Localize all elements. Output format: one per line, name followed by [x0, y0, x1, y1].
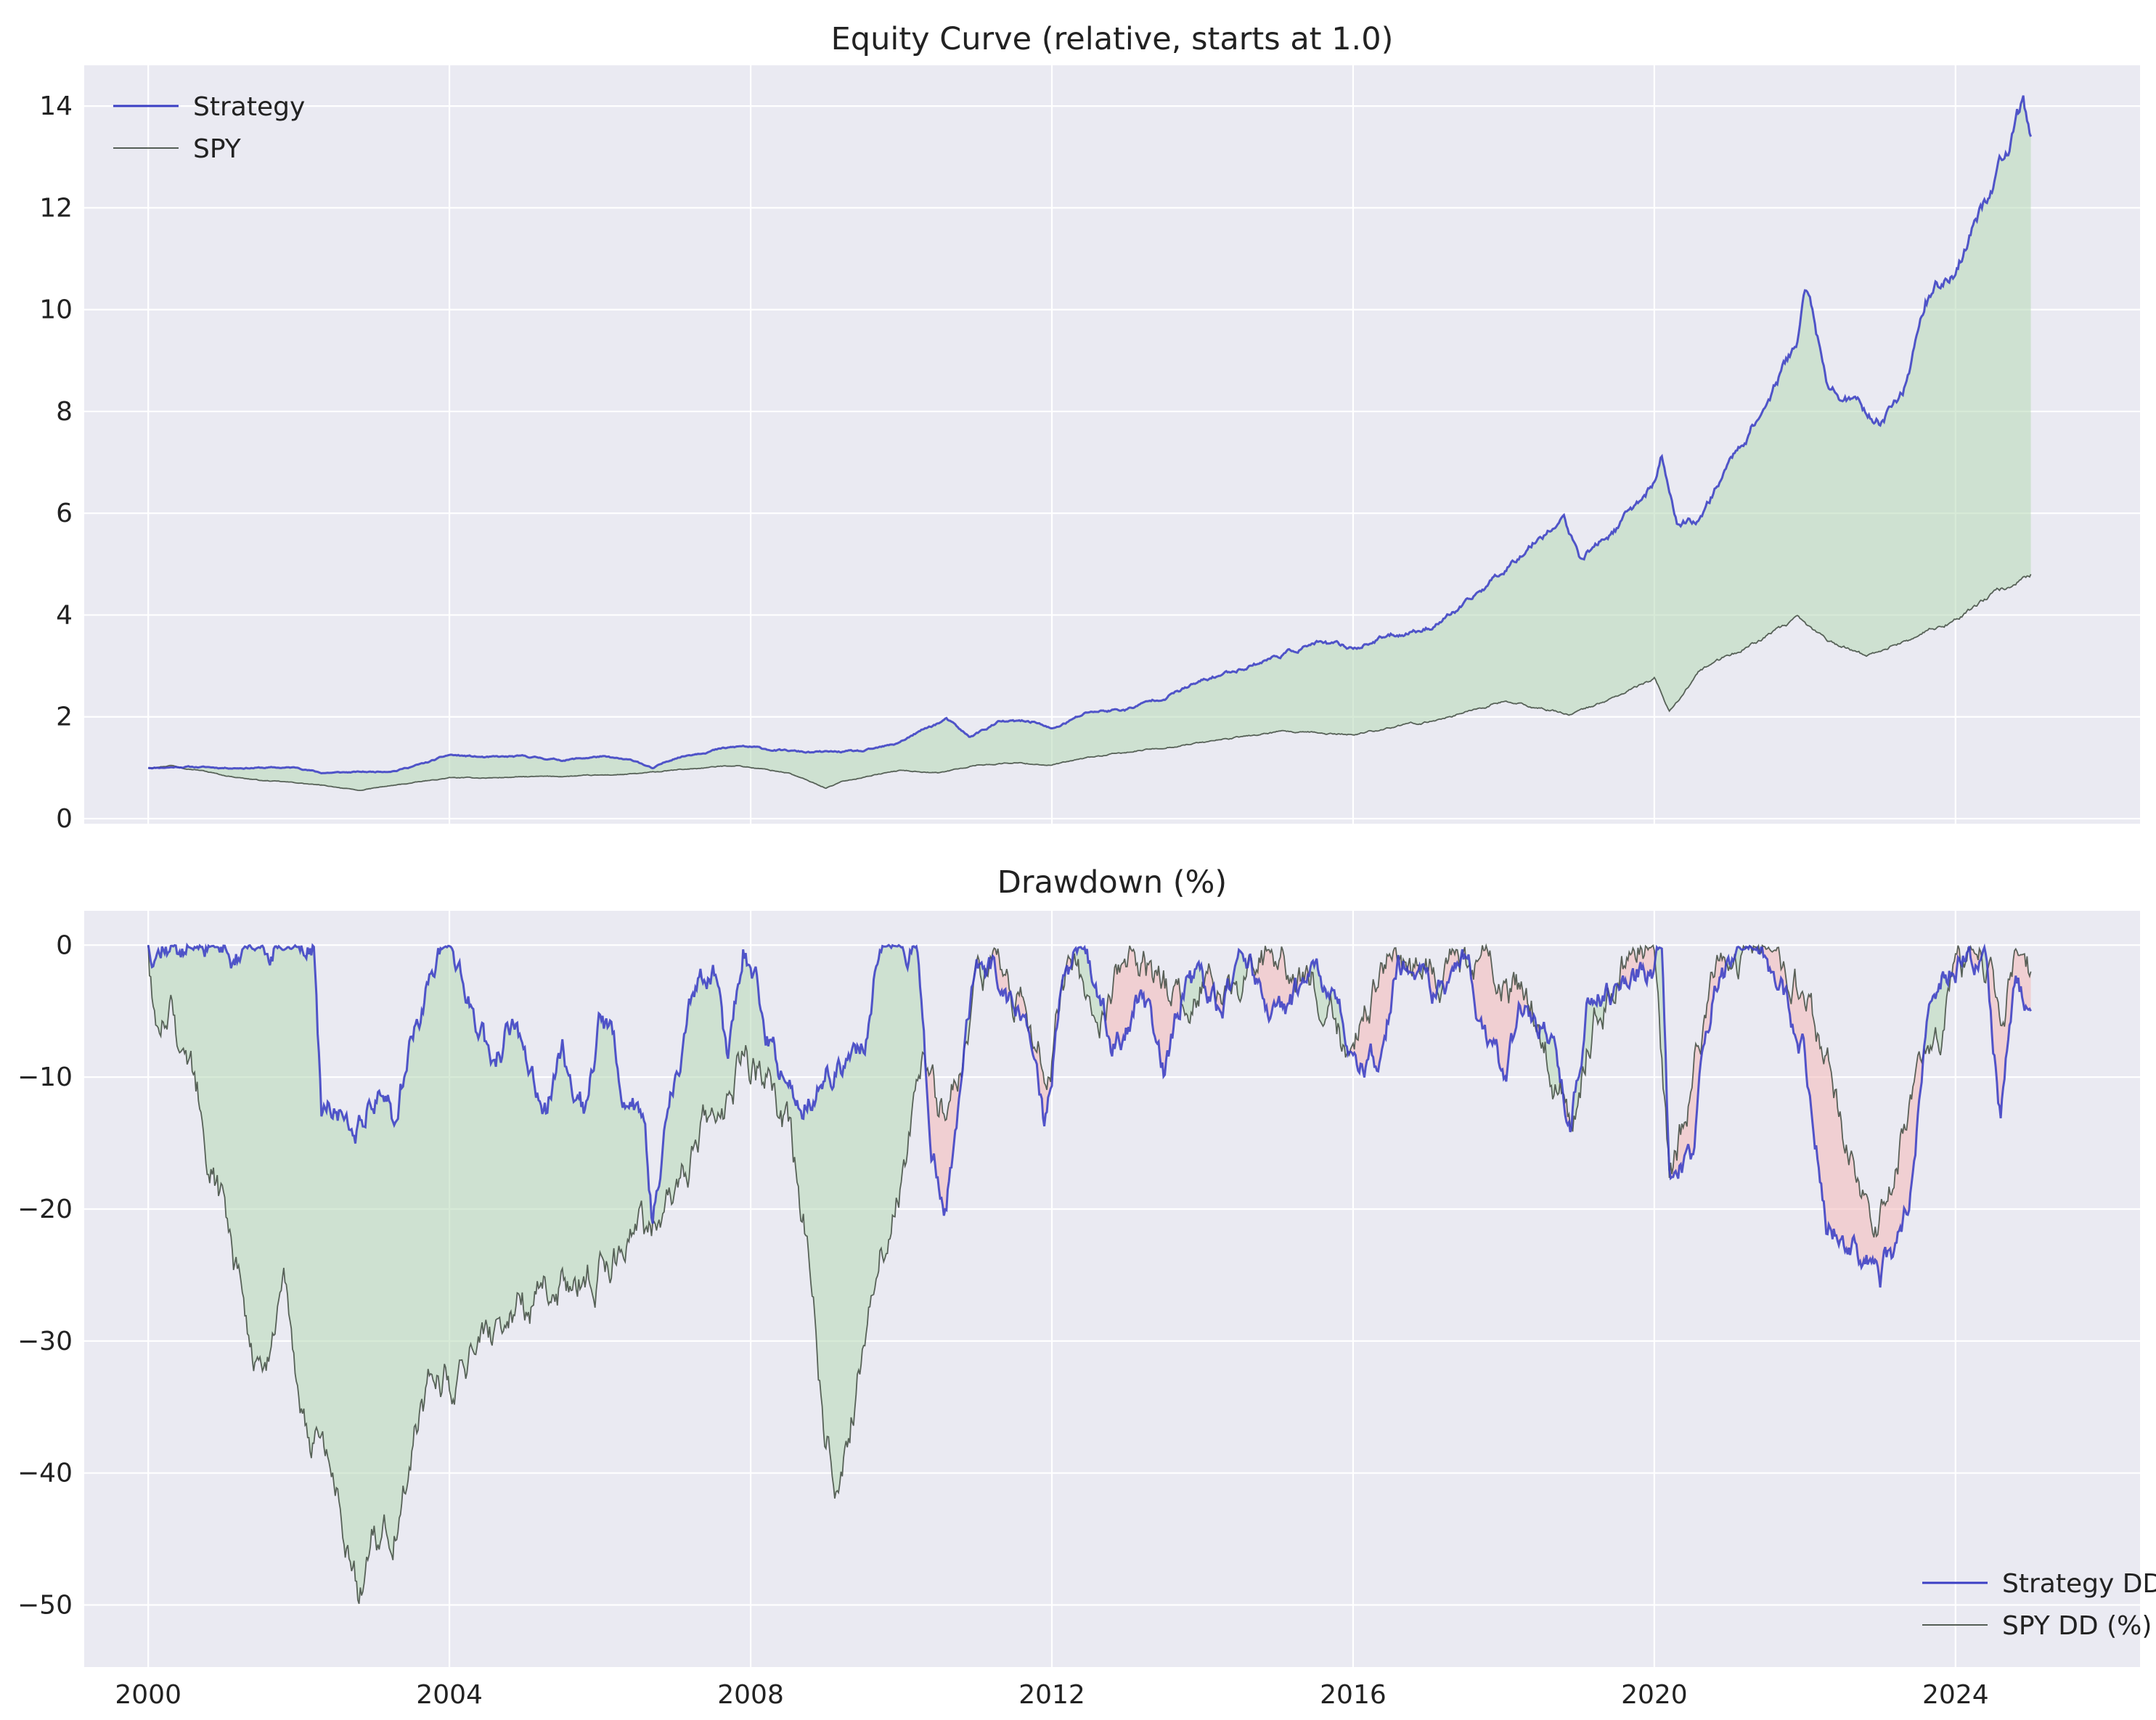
drawdown-series-group: [147, 942, 2032, 1605]
equity-y-tick-label: 14: [39, 91, 73, 121]
drawdown-x-tick-label: 2000: [115, 1680, 181, 1710]
equity-y-tick-label: 10: [39, 295, 73, 325]
drawdown-y-tick-label: −10: [17, 1062, 73, 1092]
drawdown-x-tick-label: 2004: [416, 1680, 483, 1710]
drawdown-y-tick-label: 0: [56, 930, 73, 960]
drawdown-fill-underperform: [1669, 952, 1726, 1179]
drawdown-y-tick-label: −20: [17, 1195, 73, 1224]
drawdown-fill-underperform: [1987, 949, 2031, 1118]
equity-legend: Strategy SPY: [113, 92, 305, 164]
equity-y-tick-label: 8: [56, 397, 73, 427]
drawdown-x-tick-label: 2024: [1922, 1680, 1989, 1710]
equity-y-tick-label: 0: [56, 804, 73, 834]
equity-legend-label: Strategy: [193, 92, 305, 122]
drawdown-fill-underperform: [1250, 946, 1296, 1021]
drawdown-y-tick-label: −40: [17, 1459, 73, 1488]
drawdown-fill-outperform: [1230, 949, 1248, 1002]
drawdown-fill-outperform: [1307, 958, 1349, 1057]
equity-series-strategy-line: [147, 95, 2033, 775]
drawdown-x-tick-label: 2008: [717, 1680, 784, 1710]
drawdown-legend-label: SPY DD (%): [2002, 1611, 2152, 1641]
drawdown-x-tick-label: 2016: [1320, 1680, 1387, 1710]
drawdown-legend: Strategy DD (%) SPY DD (%): [1922, 1569, 2156, 1641]
drawdown-fill-underperform: [1969, 946, 1983, 975]
equity-fill-outperform: [179, 95, 2031, 791]
drawdown-series-strategy-line: [147, 942, 2032, 1288]
drawdown-series-spy-line: [147, 943, 2032, 1605]
drawdown-fill-outperform: [1464, 946, 1471, 978]
drawdown-fill-underperform: [1103, 946, 1182, 1077]
drawdown-fill-outperform: [1922, 964, 1953, 1063]
equity-series-spy-line: [147, 573, 2032, 791]
drawdown-title: Drawdown (%): [997, 864, 1227, 901]
drawdown-x-tick-label: 2012: [1018, 1680, 1085, 1710]
drawdown-fill-underperform: [1349, 948, 1399, 1078]
equity-y-tick-label: 6: [56, 499, 73, 528]
drawdown-fill-underperform: [1469, 945, 1530, 1082]
equity-y-tick-label: 4: [56, 600, 73, 630]
equity-y-tick-label: 12: [39, 193, 73, 223]
equity-series-group: [147, 95, 2033, 791]
equity-legend-label: SPY: [193, 134, 242, 164]
drawdown-fill-outperform: [1538, 1022, 1561, 1099]
drawdown-fill-underperform: [1014, 986, 1029, 1031]
drawdown-legend-label: Strategy DD (%): [2002, 1569, 2156, 1599]
drawdown-y-tick-label: −30: [17, 1327, 73, 1356]
drawdown-panel: 0 −10 −20 −30 −40 −50 2000 2004 2008 2012 2016 2020…: [17, 864, 2156, 1710]
equity-y-tick-label: 2: [56, 703, 73, 732]
drawdown-fill-outperform: [653, 945, 926, 1499]
drawdown-fill-outperform: [148, 945, 653, 1604]
drawdown-x-tick-label: 2020: [1621, 1680, 1688, 1710]
drawdown-y-tick-label: −50: [17, 1591, 73, 1621]
equity-curve-panel: 0 2 4 6 8 10 12 14 Equity Curve (relative, start…: [39, 21, 2140, 834]
drawdown-fill-underperform: [1426, 959, 1437, 1004]
drawdown-fill-underperform: [1760, 945, 1924, 1288]
equity-title: Equity Curve (relative, starts at 1.0): [831, 21, 1394, 57]
